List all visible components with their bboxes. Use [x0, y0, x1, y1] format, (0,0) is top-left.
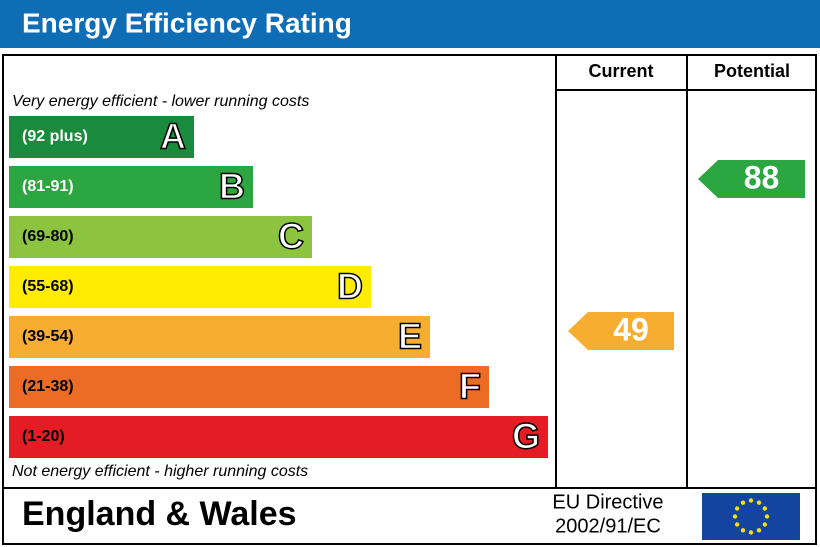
region: England & Wales: [22, 495, 297, 533]
band-letter: C: [278, 216, 304, 257]
rating-value: 88: [744, 159, 780, 195]
band-range: (21-38): [22, 378, 74, 395]
header-title: Energy Efficiency Rating: [22, 7, 352, 38]
band-letter: E: [398, 316, 422, 357]
directive: 2002/91/EC: [555, 515, 661, 537]
band-letter: G: [512, 416, 540, 457]
band-range: (39-54): [22, 328, 74, 345]
band-bar: [9, 116, 194, 158]
band-letter: B: [219, 166, 245, 207]
flag-star: [762, 506, 768, 511]
flag-star: [740, 528, 746, 533]
flag-star: [740, 500, 746, 505]
flag-star: [756, 528, 762, 533]
band-bar: [9, 366, 489, 408]
top-note: Very energy efficient - lower running co…: [12, 93, 309, 110]
band-range: (55-68): [22, 278, 74, 295]
rating-arrow: [698, 160, 805, 198]
band-bar: [9, 316, 430, 358]
band-bar: [9, 166, 253, 208]
column-header: Current: [588, 61, 653, 81]
rating-arrow: [568, 312, 674, 350]
directive: EU Directive: [552, 491, 663, 513]
bottom-note: Not energy efficient - higher running co…: [12, 463, 308, 480]
flag-star: [762, 522, 768, 527]
band-range: (81-91): [22, 178, 74, 195]
band-range: (69-80): [22, 228, 74, 245]
flag-star: [734, 522, 740, 527]
flag-star: [764, 514, 770, 519]
band-range: (1-20): [22, 428, 65, 445]
flag-star: [734, 506, 740, 511]
band-bar: [9, 416, 548, 458]
column-header: Potential: [714, 61, 790, 81]
band-bar: [9, 266, 371, 308]
rating-value: 49: [613, 311, 649, 347]
band-letter: F: [459, 366, 481, 407]
flag-star: [756, 500, 762, 505]
band-range: (92 plus): [22, 128, 88, 145]
flag-star: [748, 530, 754, 535]
band-letter: D: [337, 266, 363, 307]
header-bar: [0, 0, 820, 48]
flag-star: [748, 498, 754, 503]
band-bar: [9, 216, 312, 258]
band-letter: A: [160, 116, 186, 157]
flag-star: [732, 514, 738, 519]
